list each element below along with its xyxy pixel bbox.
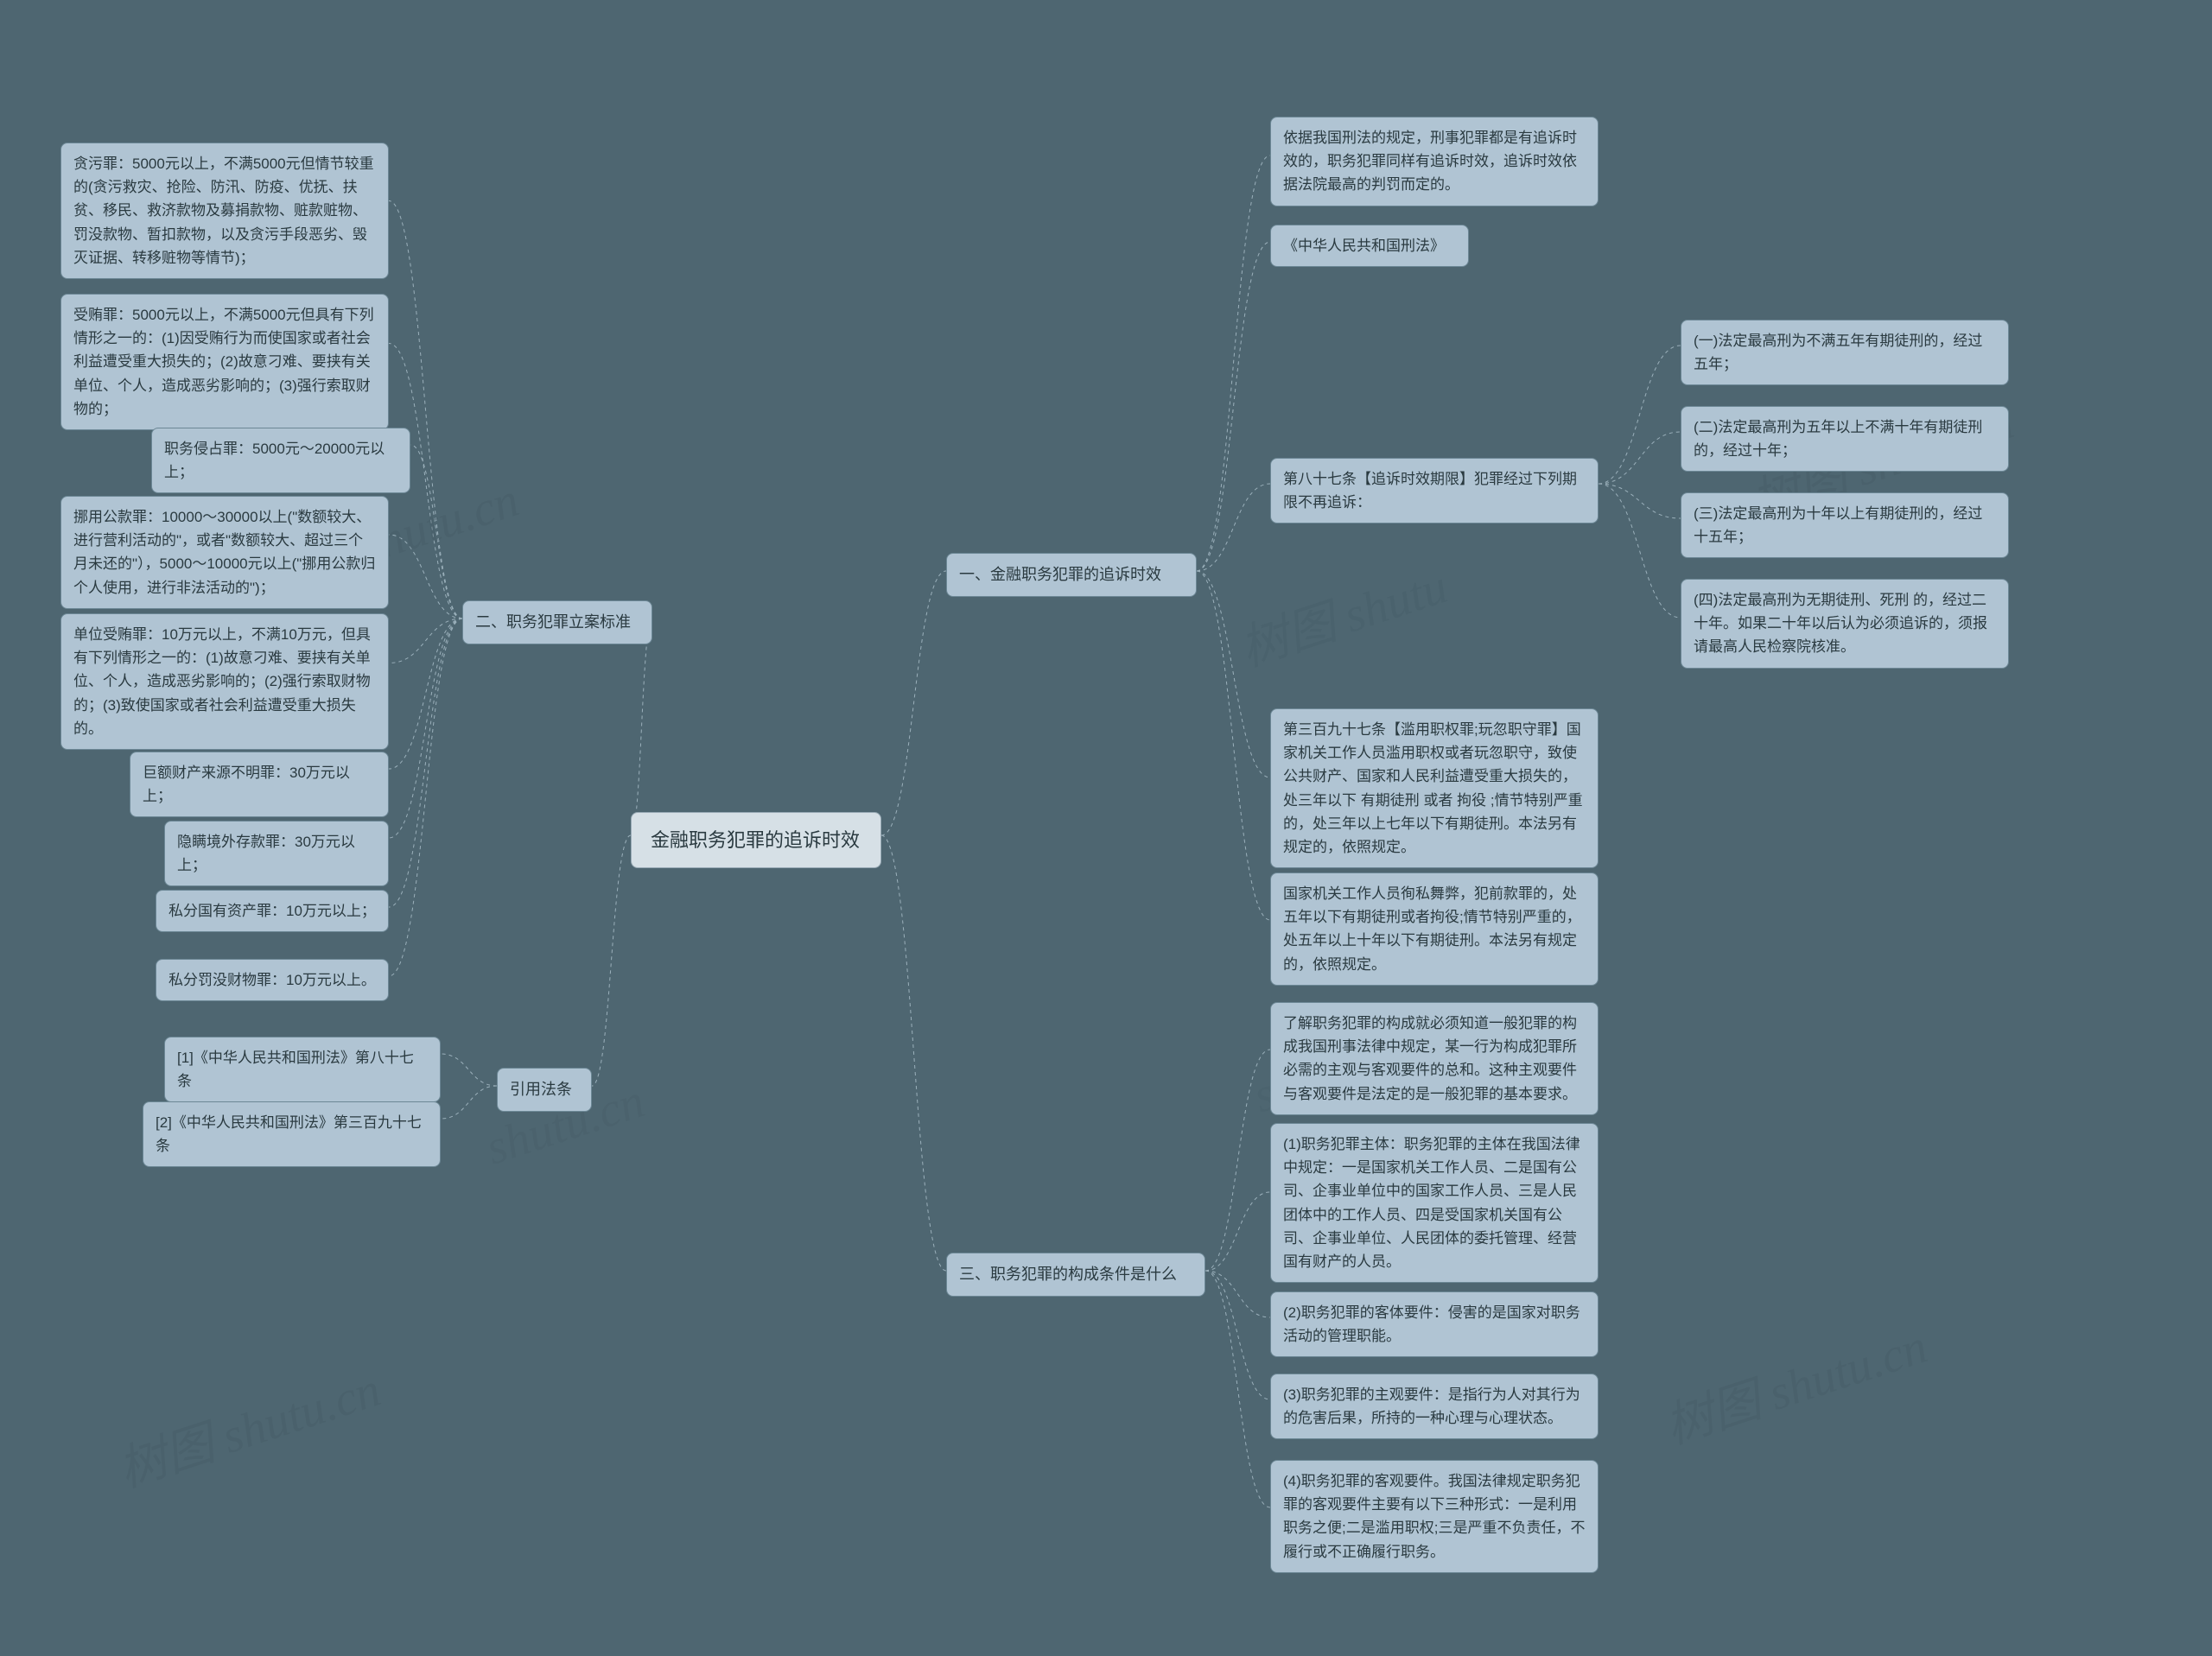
leaf-node: 单位受贿罪：10万元以上，不满10万元，但具有下列情形之一的：(1)故意刁难、要… [60, 613, 389, 750]
leaf-node: 国家机关工作人员徇私舞弊，犯前款罪的，处五年以下有期徒刑或者拘役;情节特别严重的… [1270, 872, 1599, 986]
watermark: 树图 shutu.cn [1655, 1307, 1935, 1457]
leaf-node: (一)法定最高刑为不满五年有期徒刑的，经过五年； [1681, 320, 2009, 385]
branch-node: 引用法条 [497, 1068, 592, 1112]
watermark: 树图 shutu.cn [108, 1350, 388, 1501]
leaf-node: 私分国有资产罪：10万元以上； [156, 890, 389, 932]
leaf-node: 巨额财产来源不明罪：30万元以上； [130, 752, 389, 817]
leaf-node: [1]《中华人民共和国刑法》第八十七条 [164, 1037, 441, 1102]
leaf-node: 第三百九十七条【滥用职权罪;玩忽职守罪】国家机关工作人员滥用职权或者玩忽职守，致… [1270, 708, 1599, 868]
leaf-node: [2]《中华人民共和国刑法》第三百九十七条 [143, 1101, 441, 1167]
watermark: 树图 shutu [1230, 548, 1455, 680]
mindmap-canvas: 树图 shutu.cn树图 shutu.cnshutu.cn树图 shutu树图… [0, 0, 2212, 1656]
leaf-node: 依据我国刑法的规定，刑事犯罪都是有追诉时效的，职务犯罪同样有追诉时效，追诉时效依… [1270, 117, 1599, 206]
center-node: 金融职务犯罪的追诉时效 [631, 812, 881, 868]
branch-node: 三、职务犯罪的构成条件是什么 [946, 1253, 1205, 1297]
branch-node: 二、职务犯罪立案标准 [462, 600, 652, 644]
leaf-node: 贪污罪：5000元以上，不满5000元但情节较重的(贪污救灾、抢险、防汛、防疫、… [60, 143, 389, 279]
leaf-node: 隐瞒境外存款罪：30万元以上； [164, 821, 389, 886]
leaf-node: 私分罚没财物罪：10万元以上。 [156, 959, 389, 1001]
leaf-node: 挪用公款罪：10000～30000以上("数额较大、进行营利活动的"，或者"数额… [60, 496, 389, 609]
leaf-node: 职务侵占罪：5000元～20000元以上； [151, 428, 410, 493]
leaf-node: (1)职务犯罪主体：职务犯罪的主体在我国法律中规定：一是国家机关工作人员、二是国… [1270, 1123, 1599, 1283]
leaf-node: (四)法定最高刑为无期徒刑、死刑 的，经过二十年。如果二十年以后认为必须追诉的，… [1681, 579, 2009, 669]
leaf-node: (4)职务犯罪的客观要件。我国法律规定职务犯罪的客观要件主要有以下三种形式：一是… [1270, 1460, 1599, 1573]
branch-node: 一、金融职务犯罪的追诉时效 [946, 553, 1197, 597]
leaf-node: 了解职务犯罪的构成就必须知道一般犯罪的构成我国刑事法律中规定，某一行为构成犯罪所… [1270, 1002, 1599, 1115]
leaf-node: 受贿罪：5000元以上，不满5000元但具有下列情形之一的：(1)因受贿行为而使… [60, 294, 389, 430]
leaf-node: 《中华人民共和国刑法》 [1270, 225, 1469, 267]
leaf-node: (二)法定最高刑为五年以上不满十年有期徒刑的，经过十年； [1681, 406, 2009, 472]
leaf-node: (2)职务犯罪的客体要件：侵害的是国家对职务活动的管理职能。 [1270, 1291, 1599, 1357]
leaf-node: (3)职务犯罪的主观要件：是指行为人对其行为的危害后果，所持的一种心理与心理状态… [1270, 1374, 1599, 1439]
leaf-node: 第八十七条【追诉时效期限】犯罪经过下列期限不再追诉： [1270, 458, 1599, 523]
leaf-node: (三)法定最高刑为十年以上有期徒刑的，经过十五年； [1681, 492, 2009, 558]
